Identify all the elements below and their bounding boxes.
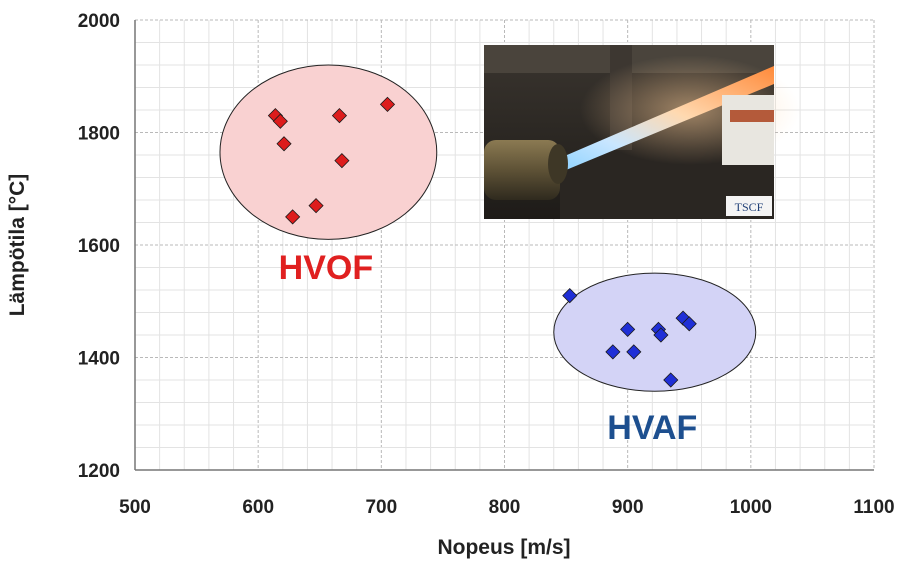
y-tick-label: 2000 — [78, 11, 120, 32]
x-tick-label: 900 — [612, 497, 644, 518]
hvaf-data-point — [620, 321, 636, 337]
hvof-data-point — [334, 153, 350, 169]
hvof-data-point — [379, 96, 396, 112]
group-labels: HVOF HVAF — [279, 249, 698, 447]
axes — [134, 20, 874, 471]
hvof-region-ellipse — [219, 64, 438, 240]
spray-gun-shape — [484, 140, 560, 200]
data-points — [267, 96, 697, 388]
y-tick-label: 1400 — [78, 349, 120, 370]
hvaf-data-point — [681, 316, 697, 332]
y-tick-labels: 1200 1400 1600 1800 2000 — [78, 11, 120, 482]
tscf-badge-box — [726, 196, 772, 216]
flame-shape — [560, 66, 774, 170]
hvof-data-point — [276, 136, 292, 152]
x-axis-title: Nopeus [m/s] — [437, 536, 570, 559]
hvof-data-point — [331, 108, 348, 124]
inset-photo: TSCF — [484, 45, 800, 219]
x-tick-label: 500 — [119, 497, 151, 518]
y-tick-label: 1600 — [78, 236, 120, 257]
hvaf-data-point — [605, 344, 621, 360]
hvof-data-point — [308, 198, 324, 214]
x-tick-label: 700 — [365, 497, 397, 518]
equipment-box — [722, 95, 774, 165]
x-tick-label: 800 — [489, 497, 521, 518]
hvaf-data-point — [663, 372, 679, 388]
hvaf-group-label: HVAF — [607, 409, 697, 447]
y-axis-title: Lämpötila [°C] — [6, 174, 29, 317]
y-tick-label: 1200 — [78, 461, 120, 482]
hvof-group-label: HVOF — [279, 249, 373, 287]
hvaf-data-point — [626, 344, 642, 360]
hvaf-data-point — [653, 327, 669, 343]
x-tick-label: 1000 — [730, 497, 772, 518]
tscf-badge: TSCF — [735, 200, 764, 214]
x-tick-label: 1100 — [853, 497, 894, 518]
hvof-data-point — [285, 209, 301, 225]
x-tick-labels: 500 600 700 800 900 1000 1100 — [119, 497, 894, 518]
hvaf-data-point — [562, 288, 578, 304]
y-tick-label: 1800 — [78, 124, 120, 145]
hvof-data-point — [272, 113, 288, 129]
x-tick-label: 600 — [242, 497, 274, 518]
